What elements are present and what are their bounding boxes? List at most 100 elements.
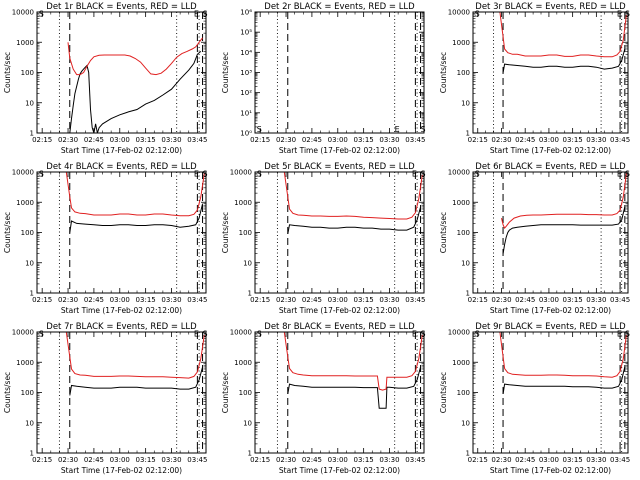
y-tick-label: 10 — [25, 259, 34, 267]
y-tick-label: 10 — [243, 419, 252, 427]
x-tick-label: 03:30 — [586, 456, 606, 464]
x-tick-label: 03:45 — [187, 456, 207, 464]
x-tick-label: 02:15 — [32, 136, 52, 144]
lld-series-line — [283, 172, 423, 220]
events-series-line — [502, 206, 626, 254]
x-tick-label: 03:15 — [563, 136, 583, 144]
x-tick-label: 02:30 — [491, 136, 511, 144]
y-tick-label: 10⁵ — [240, 29, 252, 37]
segment-marker-label: E — [194, 329, 199, 338]
x-tick-label: 03:45 — [610, 136, 630, 144]
y-axis-label: Counts/sec — [221, 212, 230, 253]
x-axis-label: Start Time (17-Feb-02 02:12:00) — [279, 306, 400, 315]
x-tick-label: 03:15 — [136, 296, 156, 304]
y-tick-label: 100 — [21, 69, 34, 77]
y-tick-label: 1000 — [452, 39, 470, 47]
segment-marker-label: E — [395, 125, 400, 134]
y-tick-label: 10¹ — [240, 109, 252, 117]
y-tick-label: 1 — [30, 290, 34, 298]
segment-marker-label: S — [625, 169, 630, 178]
x-tick-label: 03:30 — [379, 136, 399, 144]
events-series-line — [69, 366, 204, 396]
x-tick-label: 02:45 — [84, 456, 104, 464]
segment-marker-label: E — [617, 329, 622, 338]
y-tick-label: 10000 — [230, 329, 252, 337]
x-tick-label: 02:30 — [276, 136, 296, 144]
segment-marker-label: S — [203, 169, 208, 178]
x-tick-label: 02:45 — [302, 456, 322, 464]
y-tick-label: 100 — [239, 229, 252, 237]
x-tick-label: 02:45 — [84, 136, 104, 144]
x-tick-label: 02:45 — [302, 296, 322, 304]
x-axis-label: Start Time (17-Feb-02 02:12:00) — [279, 466, 400, 475]
chart-panel: Det 6r BLACK = Events, RED = LLD Counts/s… — [439, 162, 630, 315]
segment-marker-label: S — [625, 329, 630, 338]
chart-title: Det 3r BLACK = Events, RED = LLD — [475, 2, 626, 12]
lld-series-line — [499, 12, 627, 58]
x-tick-label: 02:15 — [250, 456, 270, 464]
x-tick-label: 03:30 — [161, 296, 181, 304]
chart-title: Det 8r BLACK = Events, RED = LLD — [264, 322, 415, 332]
x-tick-label: 03:00 — [110, 136, 130, 144]
x-axis-label: Start Time (17-Feb-02 02:12:00) — [61, 146, 182, 155]
events-series-line — [69, 203, 204, 233]
x-axis-label: Start Time (17-Feb-02 02:12:00) — [61, 306, 182, 315]
chart-panel: Det 7r BLACK = Events, RED = LLD Counts/s… — [3, 322, 208, 475]
x-tick-label: 03:30 — [379, 456, 399, 464]
x-tick-label: 03:30 — [586, 136, 606, 144]
lld-series-line — [65, 332, 205, 379]
x-axis-label: Start Time (17-Feb-02 02:12:00) — [490, 466, 611, 475]
plot-frame — [36, 11, 207, 134]
plot-frame — [254, 331, 425, 454]
x-tick-label: 03:45 — [610, 296, 630, 304]
y-tick-label: 100 — [457, 229, 470, 237]
segment-marker-label: S — [421, 125, 426, 134]
x-tick-label: 03:30 — [161, 136, 181, 144]
y-tick-label: 10⁶ — [240, 9, 252, 17]
x-tick-label: 03:15 — [354, 456, 374, 464]
y-tick-label: 10² — [240, 89, 252, 97]
y-tick-label: 1 — [466, 450, 470, 458]
x-tick-label: 03:00 — [328, 296, 348, 304]
segment-marker-label: S — [257, 329, 262, 338]
x-tick-label: 03:30 — [379, 296, 399, 304]
y-tick-label: 1 — [248, 290, 252, 298]
plot-frame — [472, 11, 629, 134]
x-tick-label: 03:00 — [328, 136, 348, 144]
chart-panel: Det 4r BLACK = Events, RED = LLD Counts/s… — [3, 162, 208, 315]
lld-series-line — [67, 37, 203, 76]
y-tick-label: 1000 — [16, 199, 34, 207]
y-tick-label: 1 — [30, 130, 34, 138]
chart-title: Det 1r BLACK = Events, RED = LLD — [46, 2, 197, 12]
segment-marker-label: E — [194, 9, 199, 18]
x-tick-label: 02:15 — [468, 136, 488, 144]
x-tick-label: 03:00 — [539, 456, 559, 464]
x-tick-label: 03:30 — [586, 296, 606, 304]
y-tick-label: 1000 — [16, 359, 34, 367]
x-tick-label: 02:30 — [276, 456, 296, 464]
segment-marker-label: E — [412, 169, 417, 178]
x-tick-label: 03:00 — [539, 136, 559, 144]
y-tick-label: 100 — [239, 389, 252, 397]
y-tick-label: 100 — [21, 229, 34, 237]
y-axis-label: Counts/sec — [439, 52, 448, 93]
x-tick-label: 03:00 — [539, 296, 559, 304]
x-tick-label: 02:15 — [32, 296, 52, 304]
chart-title: Det 7r BLACK = Events, RED = LLD — [46, 322, 197, 332]
plot-frame — [472, 171, 629, 294]
x-tick-label: 02:30 — [276, 296, 296, 304]
chart-panel: Det 9r BLACK = Events, RED = LLD Counts/s… — [439, 322, 630, 475]
y-axis-label: Counts/sec — [221, 372, 230, 413]
x-tick-label: 02:45 — [515, 296, 535, 304]
x-tick-label: 03:45 — [187, 296, 207, 304]
y-tick-label: 10000 — [230, 169, 252, 177]
y-tick-label: 10 — [243, 259, 252, 267]
chart-title: Det 6r BLACK = Events, RED = LLD — [475, 162, 626, 172]
events-series-line — [502, 48, 626, 73]
x-tick-label: 02:15 — [250, 136, 270, 144]
x-tick-label: 02:45 — [515, 136, 535, 144]
events-series-line — [502, 366, 626, 394]
chart-title: Det 2r BLACK = Events, RED = LLD — [264, 2, 415, 12]
lld-series-line — [501, 173, 627, 230]
segment-marker-label: S — [257, 169, 262, 178]
